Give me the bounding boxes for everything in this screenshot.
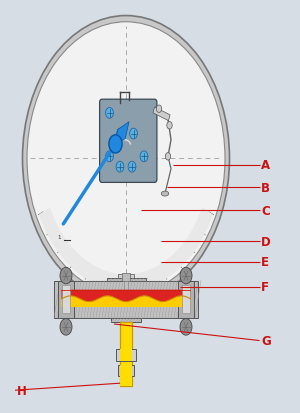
Bar — [62, 286, 70, 313]
Text: D: D — [261, 235, 271, 248]
Bar — [116, 349, 136, 361]
Bar — [153, 108, 170, 121]
Bar — [178, 281, 194, 318]
Bar — [182, 286, 190, 313]
Polygon shape — [116, 122, 129, 145]
Bar — [118, 366, 134, 376]
Circle shape — [128, 162, 136, 173]
Circle shape — [180, 268, 192, 284]
Circle shape — [116, 162, 124, 173]
Text: E: E — [261, 256, 269, 269]
Text: 1: 1 — [57, 235, 61, 240]
Circle shape — [165, 153, 171, 161]
Ellipse shape — [161, 192, 169, 197]
Text: H: H — [16, 384, 26, 397]
Bar — [120, 376, 132, 386]
Bar — [122, 273, 130, 281]
Circle shape — [130, 129, 137, 140]
Text: C: C — [261, 204, 270, 217]
Text: G: G — [261, 334, 271, 347]
Bar — [54, 281, 198, 318]
Circle shape — [22, 17, 230, 301]
Bar — [118, 275, 134, 297]
Circle shape — [106, 152, 113, 162]
Bar — [124, 275, 128, 297]
Text: F: F — [261, 280, 269, 294]
Bar — [120, 349, 132, 361]
Circle shape — [106, 108, 113, 119]
Bar — [58, 281, 74, 318]
Circle shape — [167, 122, 172, 130]
Circle shape — [60, 319, 72, 335]
Circle shape — [180, 319, 192, 335]
Circle shape — [60, 268, 72, 284]
Circle shape — [27, 23, 225, 295]
Circle shape — [109, 135, 122, 154]
Text: B: B — [261, 181, 270, 195]
Wedge shape — [39, 208, 213, 291]
Text: A: A — [261, 159, 270, 172]
Bar — [111, 318, 141, 322]
FancyBboxPatch shape — [100, 100, 157, 183]
Circle shape — [117, 129, 124, 140]
Circle shape — [140, 152, 148, 162]
Circle shape — [156, 106, 162, 113]
Bar — [106, 279, 146, 281]
Bar — [120, 322, 132, 386]
Bar — [120, 366, 132, 376]
